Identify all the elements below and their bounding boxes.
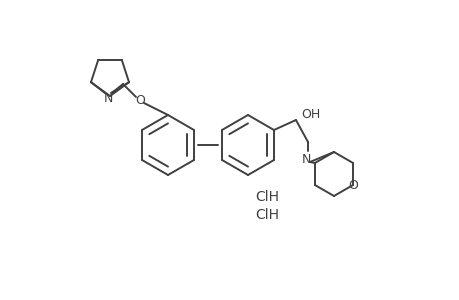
- Text: ClH: ClH: [254, 190, 279, 204]
- Text: O: O: [347, 178, 357, 191]
- Text: ClH: ClH: [254, 208, 279, 222]
- Text: O: O: [135, 94, 145, 106]
- Text: N: N: [103, 92, 112, 104]
- Text: OH: OH: [301, 107, 320, 121]
- Text: N: N: [301, 152, 310, 166]
